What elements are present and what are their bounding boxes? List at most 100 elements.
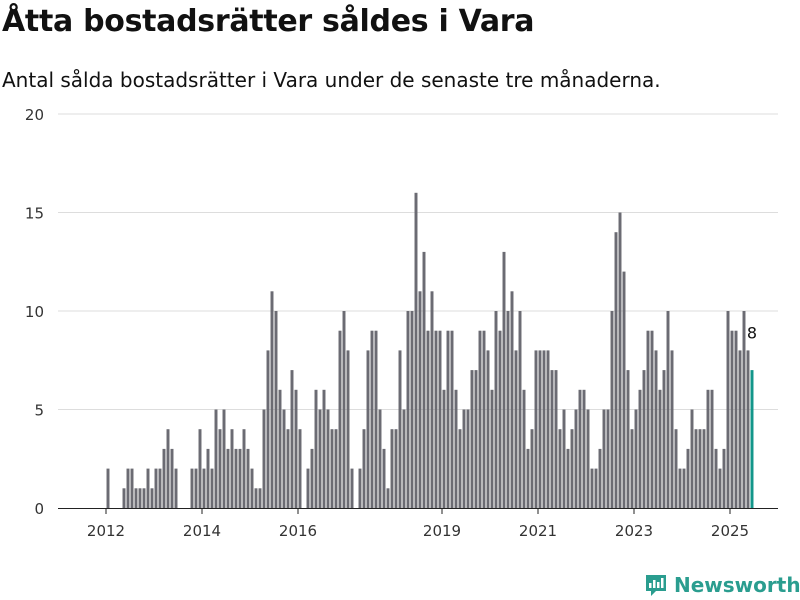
bar bbox=[130, 468, 134, 508]
bar bbox=[718, 468, 722, 508]
bar bbox=[406, 311, 410, 508]
bar bbox=[654, 350, 658, 508]
bar bbox=[358, 468, 362, 508]
bar bbox=[262, 409, 266, 508]
bar bbox=[206, 448, 210, 508]
bar bbox=[698, 429, 702, 508]
bar bbox=[598, 448, 602, 508]
bar bbox=[386, 488, 390, 508]
bar bbox=[382, 448, 386, 508]
bar bbox=[394, 429, 398, 508]
x-tick-label: 2016 bbox=[279, 522, 317, 540]
bar bbox=[138, 488, 142, 508]
bar bbox=[634, 409, 638, 508]
bar bbox=[334, 429, 338, 508]
bar bbox=[202, 468, 206, 508]
bar bbox=[274, 311, 278, 508]
y-tick-label: 15 bbox=[25, 205, 44, 223]
x-tick-label: 2023 bbox=[615, 522, 653, 540]
bar bbox=[466, 409, 470, 508]
bar bbox=[690, 409, 694, 508]
bar bbox=[618, 212, 622, 508]
x-tick-label: 2021 bbox=[519, 522, 557, 540]
bar bbox=[674, 429, 678, 508]
bar bbox=[710, 389, 714, 508]
y-tick-label: 20 bbox=[25, 106, 44, 124]
bar bbox=[346, 350, 350, 508]
bar bbox=[662, 370, 666, 508]
bar bbox=[390, 429, 394, 508]
bar bbox=[250, 468, 254, 508]
bar bbox=[458, 429, 462, 508]
bar bbox=[370, 330, 374, 508]
bar bbox=[214, 409, 218, 508]
bar bbox=[446, 330, 450, 508]
bars bbox=[106, 192, 754, 509]
bar bbox=[422, 251, 426, 508]
bar bbox=[270, 291, 274, 508]
bar bbox=[550, 370, 554, 508]
bar bbox=[254, 488, 258, 508]
x-tick-label: 2025 bbox=[711, 522, 749, 540]
bar bbox=[498, 330, 502, 508]
bar bbox=[626, 370, 630, 508]
bar bbox=[414, 192, 418, 509]
bar bbox=[238, 448, 242, 508]
bar bbox=[582, 389, 586, 508]
bar bbox=[546, 350, 550, 508]
newsworthy-logo-icon bbox=[646, 575, 666, 596]
bar bbox=[622, 271, 626, 508]
bar bbox=[154, 468, 158, 508]
bar bbox=[738, 350, 742, 508]
gridlines bbox=[58, 113, 778, 509]
bar bbox=[742, 311, 746, 508]
bar bbox=[642, 370, 646, 508]
highlight-bar bbox=[750, 370, 754, 508]
bar bbox=[518, 311, 522, 508]
bar bbox=[726, 311, 730, 508]
bar bbox=[374, 330, 378, 508]
y-axis-labels: 0 5 10 15 20 bbox=[25, 106, 44, 518]
bar bbox=[434, 330, 438, 508]
bar bbox=[730, 330, 734, 508]
bar bbox=[338, 330, 342, 508]
bar bbox=[478, 330, 482, 508]
bar bbox=[506, 311, 510, 508]
bar bbox=[294, 389, 298, 508]
bar bbox=[670, 350, 674, 508]
bar bbox=[514, 350, 518, 508]
bar bbox=[578, 389, 582, 508]
bar bbox=[734, 330, 738, 508]
bar bbox=[226, 448, 230, 508]
bar bbox=[462, 409, 466, 508]
bar bbox=[158, 468, 162, 508]
bar bbox=[494, 311, 498, 508]
bar bbox=[318, 409, 322, 508]
bar bbox=[470, 370, 474, 508]
bar bbox=[278, 389, 282, 508]
bar bbox=[438, 330, 442, 508]
bar bbox=[194, 468, 198, 508]
bar bbox=[146, 468, 150, 508]
bar bbox=[606, 409, 610, 508]
bar bbox=[106, 468, 110, 508]
bar bbox=[562, 409, 566, 508]
bar bbox=[570, 429, 574, 508]
bar bbox=[306, 468, 310, 508]
bar bbox=[482, 330, 486, 508]
bar bbox=[246, 448, 250, 508]
newsworthy-logo: Newsworthy bbox=[644, 570, 800, 600]
bar bbox=[486, 350, 490, 508]
bar bbox=[722, 448, 726, 508]
bar bbox=[530, 429, 534, 508]
bar bbox=[586, 409, 590, 508]
bar bbox=[426, 330, 430, 508]
bar bbox=[218, 429, 222, 508]
bar bbox=[258, 488, 262, 508]
bar bbox=[602, 409, 606, 508]
bar bbox=[190, 468, 194, 508]
bar bbox=[230, 429, 234, 508]
bar bbox=[638, 389, 642, 508]
bar bbox=[450, 330, 454, 508]
bar bbox=[574, 409, 578, 508]
